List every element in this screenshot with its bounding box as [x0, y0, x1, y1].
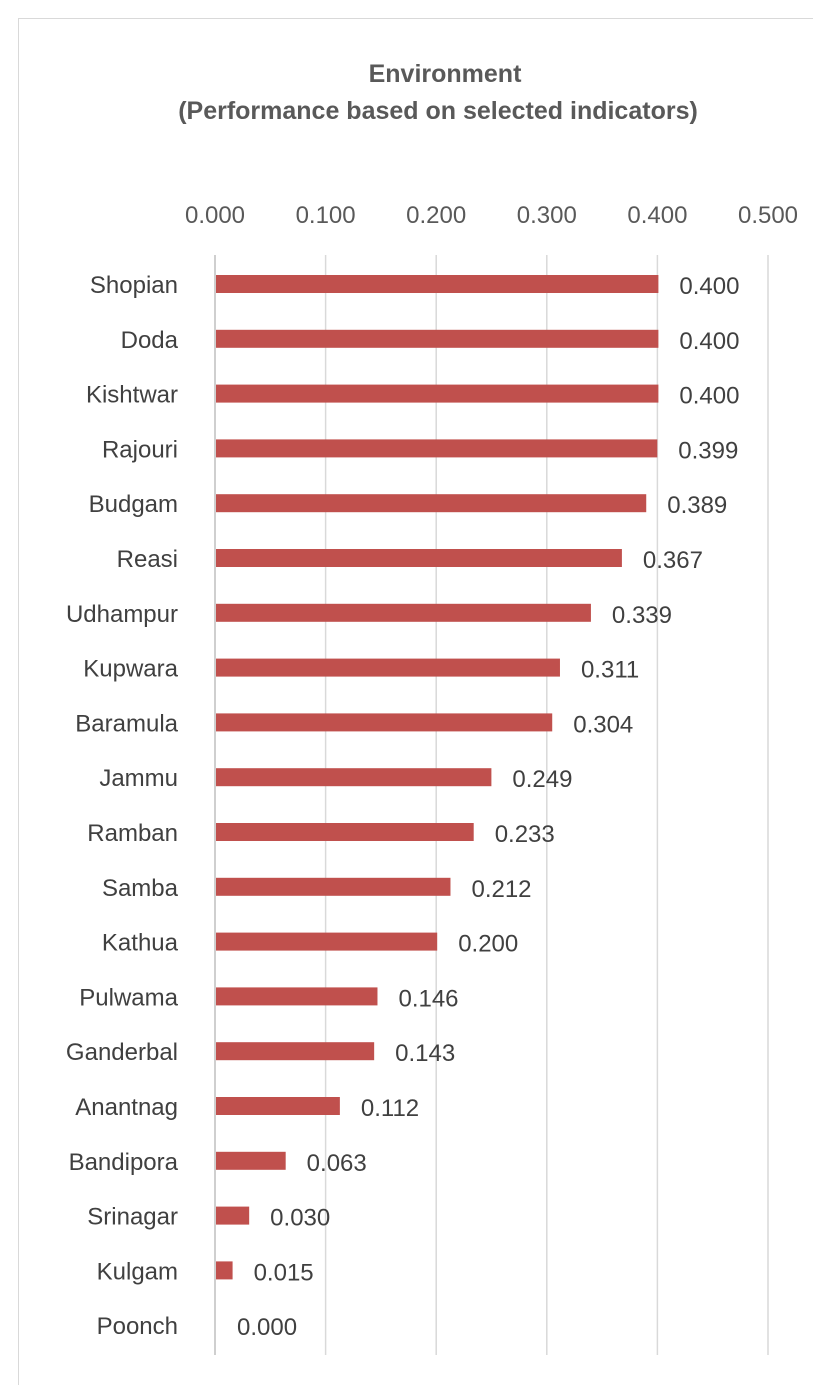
category-label: Samba [102, 875, 179, 902]
category-label: Kulgam [97, 1258, 178, 1285]
bar [216, 603, 591, 622]
data-label: 0.400 [679, 383, 739, 410]
category-label: Ramban [87, 820, 178, 847]
category-label: Udhampur [66, 601, 178, 628]
data-label: 0.367 [643, 547, 703, 574]
data-label: 0.249 [512, 766, 572, 793]
category-label: Reasi [117, 546, 178, 573]
category-label: Pulwama [79, 984, 178, 1011]
x-tick-label: 0.100 [296, 202, 356, 229]
category-label: Ganderbal [66, 1039, 178, 1066]
bar [216, 987, 378, 1006]
bar [216, 1097, 340, 1115]
bar [216, 823, 474, 841]
category-label: Budgam [89, 491, 178, 518]
data-label: 0.400 [679, 328, 739, 355]
bar [216, 1261, 233, 1280]
category-label: Kupwara [83, 656, 178, 683]
category-label: Kathua [102, 930, 179, 957]
category-label: Shopian [90, 272, 178, 299]
chart-subtitle: (Performance based on selected indicator… [178, 97, 698, 125]
data-label: 0.339 [612, 602, 672, 629]
bar [216, 494, 647, 513]
data-label: 0.212 [471, 876, 531, 903]
category-label: Anantnag [75, 1094, 178, 1121]
x-axis-ticks: 0.000 0.100 0.200 0.300 0.400 0.500 [185, 202, 798, 229]
bar [216, 439, 658, 458]
x-tick-label: 0.200 [406, 202, 466, 229]
x-tick-label: 0.500 [738, 202, 798, 229]
data-label: 0.399 [678, 437, 738, 464]
category-label: Kishtwar [86, 382, 178, 409]
data-label: 0.400 [679, 273, 739, 300]
value-labels: 0.400 0.400 0.400 0.399 0.389 0.367 0.339 0.311… [237, 273, 739, 1341]
category-label: Poonch [97, 1313, 178, 1340]
x-tick-label: 0.300 [517, 202, 577, 229]
data-label: 0.311 [581, 657, 639, 684]
data-label: 0.200 [458, 931, 518, 958]
category-label: Bandipora [69, 1149, 179, 1176]
chart-frame [18, 18, 813, 1385]
chart-title: Environment [369, 60, 522, 88]
bar [216, 275, 659, 293]
data-label: 0.000 [237, 1314, 297, 1341]
gridlines [214, 255, 769, 1355]
bar [216, 932, 438, 951]
bar [216, 549, 622, 567]
category-label: Rajouri [102, 436, 178, 463]
data-label: 0.304 [573, 711, 633, 738]
data-label: 0.112 [361, 1095, 419, 1122]
bar [216, 1151, 286, 1170]
bar [216, 1042, 375, 1061]
data-label: 0.030 [270, 1205, 330, 1232]
data-label: 0.389 [667, 492, 727, 519]
category-label: Jammu [99, 765, 178, 792]
bar [216, 658, 560, 677]
bar [216, 384, 659, 403]
category-labels: Shopian Doda Kishtwar Rajouri Budgam Reasi Udh… [66, 272, 179, 1340]
bar [216, 329, 659, 348]
data-label: 0.146 [398, 985, 458, 1012]
x-tick-label: 0.000 [185, 202, 245, 229]
bars [216, 275, 659, 1280]
bar [216, 877, 451, 896]
category-label: Doda [121, 327, 179, 354]
bar [216, 768, 492, 787]
bar [216, 713, 553, 732]
data-label: 0.015 [254, 1259, 314, 1286]
category-label: Baramula [75, 710, 178, 737]
data-label: 0.063 [307, 1150, 367, 1177]
category-label: Srinagar [87, 1204, 178, 1231]
data-label: 0.143 [395, 1040, 455, 1067]
x-tick-label: 0.400 [627, 202, 687, 229]
data-label: 0.233 [495, 821, 555, 848]
bar [216, 1206, 250, 1225]
